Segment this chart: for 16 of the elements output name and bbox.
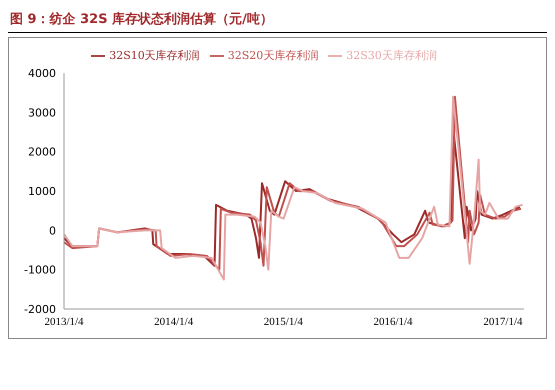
y-tick-label: 4000 xyxy=(28,67,56,80)
x-tick-label: 2013/1/4 xyxy=(44,316,84,328)
y-tick-label: 3000 xyxy=(28,106,56,120)
y-tick-label: 1000 xyxy=(28,184,56,198)
x-tick-label: 2016/1/4 xyxy=(373,316,414,328)
x-tick-label: 2015/1/4 xyxy=(264,316,304,328)
legend-label: 32S30天库存利润 xyxy=(346,49,437,62)
legend-label: 32S10天库存利润 xyxy=(109,49,200,62)
y-tick-label: 0 xyxy=(49,224,56,238)
y-tick-label: 2000 xyxy=(28,146,56,159)
x-tick-label: 2017/1/4 xyxy=(483,316,524,328)
chart-title: 图 9：纺企 32S 库存状态利润估算（元/吨） xyxy=(8,8,547,33)
x-tick-label: 2014/1/4 xyxy=(154,316,194,328)
legend-label: 32S20天库存利润 xyxy=(228,49,318,62)
y-tick-label: -1000 xyxy=(24,264,56,277)
y-tick-label: -2000 xyxy=(24,302,56,316)
